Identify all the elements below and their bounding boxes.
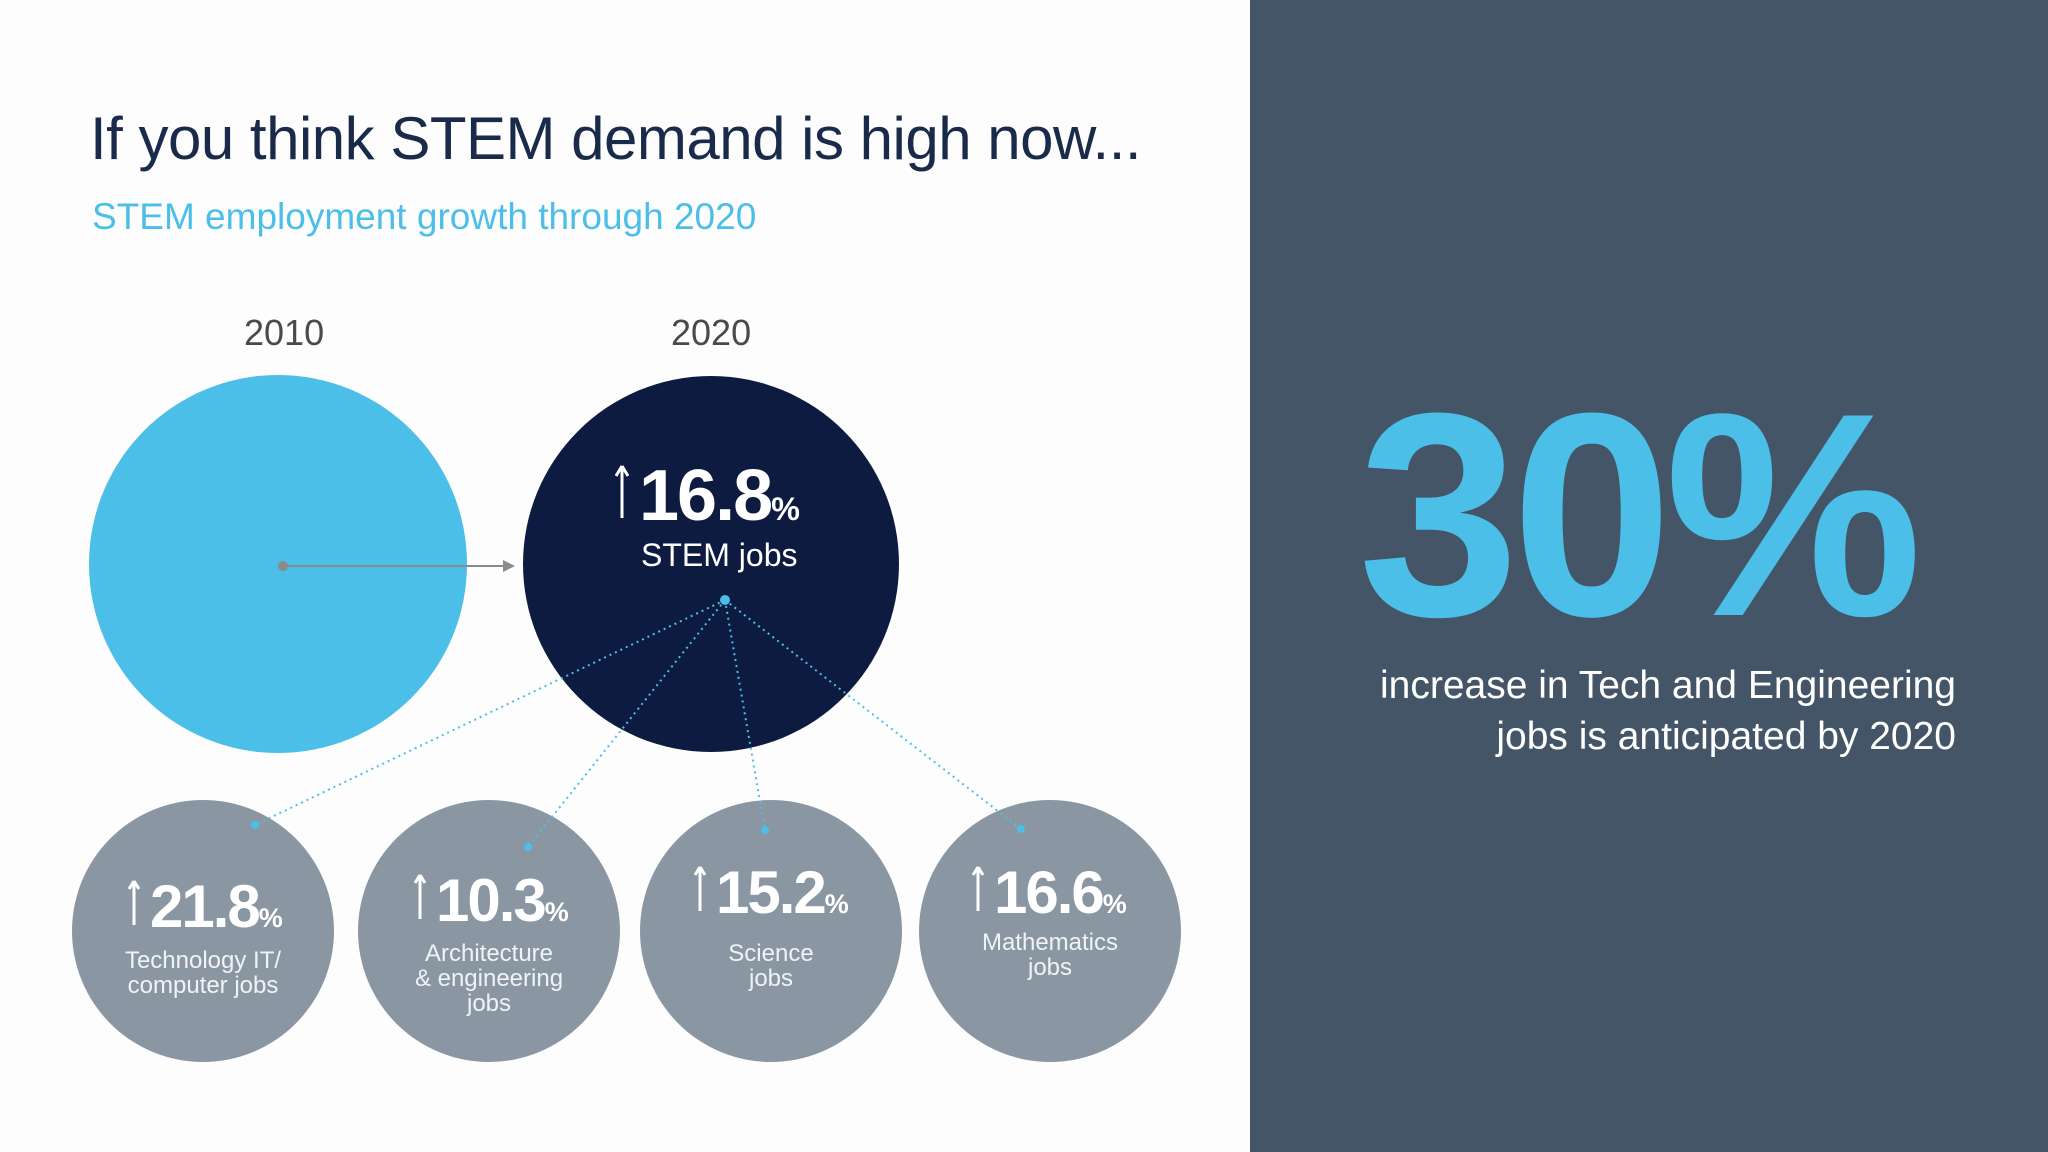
up-arrow-icon: [127, 872, 141, 941]
hub-dot: [720, 595, 730, 605]
connector-mathematics: [724, 599, 1022, 830]
dot-mathematics: [1017, 825, 1025, 833]
total-growth-label: STEM jobs: [641, 537, 798, 573]
page-subtitle: STEM employment growth through 2020: [92, 196, 757, 237]
total-growth-value: 16.8%: [614, 455, 800, 537]
up-arrow-icon: [614, 455, 630, 537]
up-arrow-icon: [413, 866, 427, 935]
year-label-2010: 2010: [244, 312, 325, 353]
circle-technology: [72, 800, 334, 1062]
circle-2020: [523, 376, 899, 752]
circle-mathematics: [919, 800, 1181, 1062]
year-label-2020: 2020: [671, 312, 752, 353]
up-arrow-icon: [971, 858, 985, 927]
circle-2010: [89, 375, 467, 753]
circle-architecture: [358, 800, 620, 1062]
science-label: Science jobs: [728, 940, 814, 992]
growth-arrow-head: [503, 560, 515, 572]
arrow-start-dot: [278, 561, 288, 571]
highlight-panel: [1250, 0, 2048, 1152]
connector-science: [724, 599, 766, 831]
highlight-caption: increase in Tech and Engineering jobs is…: [1379, 664, 1956, 758]
page-title: If you think STEM demand is high now...: [90, 105, 1142, 172]
architecture-label: Architecture & engineering jobs: [414, 940, 564, 1017]
dot-architecture: [524, 843, 532, 851]
circle-science: [640, 800, 902, 1062]
connector-technology: [254, 599, 726, 826]
up-arrow-icon: [693, 858, 707, 927]
mathematics-growth-value: 16.6%: [971, 858, 1127, 927]
dot-technology: [251, 821, 259, 829]
mathematics-label: Mathematics jobs: [981, 929, 1119, 981]
architecture-growth-value: 10.3%: [413, 866, 569, 935]
science-growth-value: 15.2%: [693, 858, 849, 927]
highlight-value: 30%: [1358, 353, 1922, 677]
connector-architecture: [527, 599, 726, 848]
dot-science: [761, 826, 769, 834]
technology-label: Technology IT/ computer jobs: [124, 947, 282, 999]
technology-growth-value: 21.8%: [127, 872, 283, 941]
